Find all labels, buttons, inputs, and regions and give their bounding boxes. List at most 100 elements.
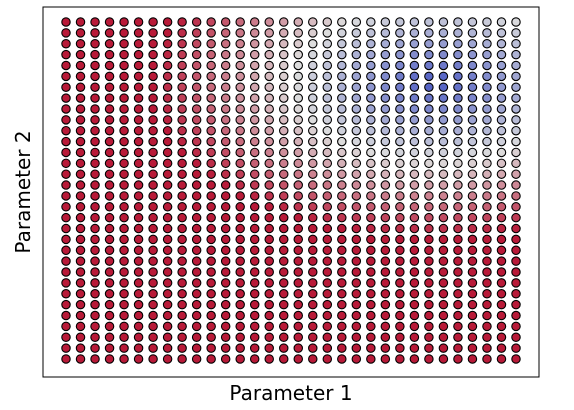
scatter-point (366, 289, 376, 299)
scatter-point (148, 136, 158, 147)
scatter-point (337, 180, 347, 190)
scatter-point (395, 299, 405, 310)
scatter-point (119, 104, 129, 114)
scatter-point (395, 267, 405, 277)
scatter-point (308, 169, 318, 179)
scatter-point (453, 115, 463, 125)
scatter-point (148, 332, 158, 343)
scatter-point (220, 125, 231, 136)
scatter-point (496, 267, 507, 277)
scatter-point (278, 343, 289, 353)
plot-frame (42, 6, 540, 378)
scatter-point (235, 289, 245, 299)
scatter-point (496, 289, 507, 299)
scatter-point (235, 17, 245, 27)
scatter-point (119, 82, 129, 92)
scatter-point (235, 71, 245, 82)
scatter-point (104, 321, 115, 332)
scatter-point (351, 202, 362, 212)
scatter-point (61, 49, 71, 60)
scatter-point (337, 267, 347, 277)
scatter-point (119, 71, 129, 82)
scatter-point (453, 191, 463, 201)
scatter-point (61, 17, 71, 27)
scatter-point (119, 332, 129, 343)
scatter-point (249, 354, 260, 364)
scatter-point (148, 169, 158, 179)
scatter-point (90, 71, 100, 82)
scatter-point (293, 278, 304, 288)
scatter-point (322, 158, 333, 169)
scatter-point (220, 191, 231, 201)
scatter-point (395, 28, 405, 38)
scatter-point (453, 278, 463, 288)
scatter-point (366, 256, 376, 266)
y-axis-label: Parameter 2 (11, 130, 35, 253)
scatter-point (438, 28, 449, 38)
scatter-point (438, 256, 449, 266)
scatter-point (162, 82, 173, 92)
scatter-point (293, 256, 304, 266)
scatter-point (148, 223, 158, 234)
scatter-point (75, 104, 86, 114)
scatter-point (366, 321, 376, 332)
scatter-point (61, 136, 71, 147)
scatter-point (482, 125, 492, 136)
scatter-point (453, 332, 463, 343)
scatter-point (395, 115, 405, 125)
scatter-point (133, 169, 144, 179)
scatter-point (337, 82, 347, 92)
scatter-point (177, 234, 187, 245)
scatter-point (496, 38, 507, 49)
scatter-point (191, 202, 202, 212)
scatter-point (206, 354, 216, 364)
scatter-point (351, 147, 362, 158)
scatter-point (249, 169, 260, 179)
scatter-point (380, 332, 391, 343)
scatter-point (453, 310, 463, 321)
scatter-point (511, 191, 521, 201)
scatter-point (249, 310, 260, 321)
scatter-point (322, 354, 333, 364)
scatter-point (119, 310, 129, 321)
scatter-point (177, 60, 187, 71)
scatter-point (75, 147, 86, 158)
scatter-point (75, 223, 86, 234)
scatter-point (409, 147, 420, 158)
scatter-point (235, 332, 245, 343)
scatter-point (90, 104, 100, 114)
scatter-point (351, 71, 362, 82)
scatter-point (191, 147, 202, 158)
scatter-point (90, 147, 100, 158)
scatter-point (380, 158, 391, 169)
scatter-point (206, 71, 216, 82)
scatter-point (177, 223, 187, 234)
scatter-point (351, 169, 362, 179)
scatter-point (496, 256, 507, 266)
scatter-point (148, 299, 158, 310)
scatter-point (133, 17, 144, 27)
scatter-point (322, 147, 333, 158)
scatter-point (467, 299, 478, 310)
scatter-point (438, 278, 449, 288)
scatter-point (278, 191, 289, 201)
scatter-point (438, 299, 449, 310)
scatter-point (496, 332, 507, 343)
scatter-point (133, 234, 144, 245)
scatter-point (453, 321, 463, 332)
scatter-point (337, 332, 347, 343)
scatter-point (424, 38, 434, 49)
scatter-point (264, 191, 274, 201)
scatter-point (278, 299, 289, 310)
scatter-point (409, 104, 420, 114)
scatter-point (220, 17, 231, 27)
scatter-point (482, 147, 492, 158)
scatter-point (90, 310, 100, 321)
scatter-point (119, 60, 129, 71)
scatter-point (191, 212, 202, 223)
scatter-point (104, 17, 115, 27)
scatter-point (206, 104, 216, 114)
scatter-point (337, 245, 347, 256)
scatter-point (148, 234, 158, 245)
